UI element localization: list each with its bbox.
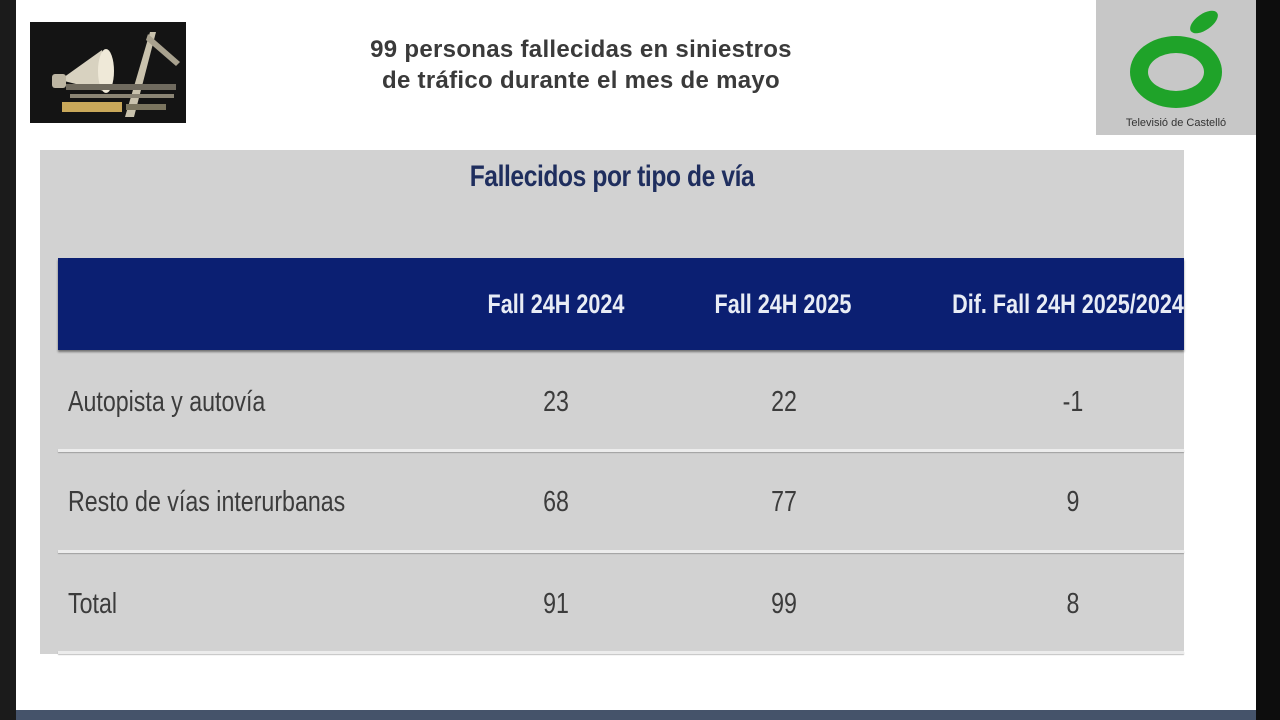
cell-2024: 91 [543, 588, 569, 620]
cell-diff: 8 [1066, 588, 1080, 620]
row-label: Resto de vías interurbanas [68, 486, 346, 518]
headline: 99 personas fallecidas en siniestros de … [336, 34, 826, 96]
cell-2025: 22 [771, 386, 797, 418]
table-row: Total 91 99 8 [58, 554, 1184, 654]
channel-logo: Televisió de Castelló [1096, 0, 1256, 135]
cell-2025: 77 [771, 486, 797, 518]
headline-line-1: 99 personas fallecidas en siniestros [370, 36, 792, 63]
column-header-2024: Fall 24H 2024 [487, 289, 625, 319]
right-edge [1256, 0, 1280, 720]
table-row: Resto de vías interurbanas 68 77 9 [58, 452, 1184, 552]
column-header-diff: Dif. Fall 24H 2025/2024 [952, 289, 1184, 319]
column-header-2025: Fall 24H 2025 [714, 289, 852, 319]
row-label: Total [68, 588, 118, 620]
headline-line-2: de tráfico durante el mes de mayo [381, 67, 781, 94]
row-label: Autopista y autovía [68, 386, 266, 418]
channel-logo-icon [1130, 10, 1222, 108]
program-logo [30, 22, 186, 123]
megaphone-icon [30, 22, 186, 123]
row-divider [58, 651, 1184, 654]
cell-2024: 23 [543, 386, 569, 418]
cell-2025: 99 [771, 588, 797, 620]
row-divider [58, 550, 1184, 553]
slide: 99 personas fallecidas en siniestros de … [16, 0, 1256, 710]
cell-2024: 68 [543, 486, 569, 518]
table-row: Autopista y autovía 23 22 -1 [58, 352, 1184, 452]
cell-diff: -1 [1062, 386, 1084, 418]
table-card: Fallecidos por tipo de vía Fall 24H 2024… [40, 150, 1184, 654]
table-title: Fallecidos por tipo de vía [469, 160, 755, 193]
table-header: Fall 24H 2024 Fall 24H 2025 Dif. Fall 24… [58, 258, 1184, 350]
row-divider [58, 449, 1184, 452]
cell-diff: 9 [1066, 486, 1080, 518]
bottom-bar [16, 710, 1256, 720]
channel-logo-caption: Televisió de Castelló [1125, 117, 1227, 129]
